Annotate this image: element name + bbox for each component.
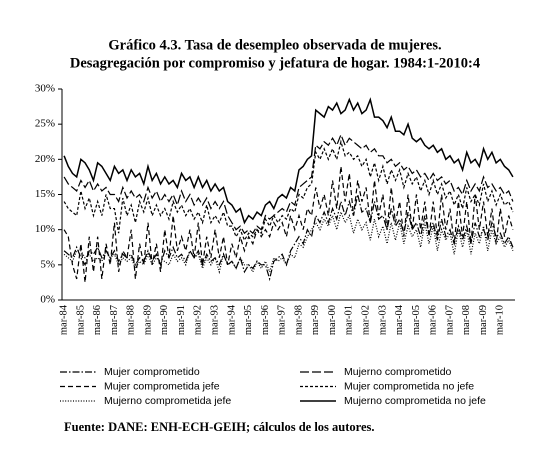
- x-tick-label: mar-92: [193, 305, 204, 335]
- y-tick-label: 30%: [35, 83, 55, 95]
- x-tick-label: mar-89: [142, 305, 153, 335]
- legend-label: Mujer comprometida jefe: [104, 380, 220, 392]
- series-line: [63, 210, 514, 275]
- series-line: [63, 97, 514, 225]
- chart-title: Gráfico 4.3. Tasa de desempleo observada…: [108, 37, 441, 53]
- x-tick-label: mar-03: [377, 305, 388, 335]
- legend-label: Mujerno comprometida no jefe: [344, 395, 486, 407]
- series-line: [63, 194, 514, 282]
- x-tick-label: mar-91: [176, 305, 187, 335]
- x-tick-label: mar-04: [394, 304, 405, 335]
- y-tick-label: 25%: [35, 118, 55, 130]
- x-tick-label: mar-00: [327, 305, 338, 335]
- x-tick-label: mar-10: [495, 305, 506, 335]
- source-note: Fuente: DANE: ENH-ECH-GEIH; cálculos de …: [64, 420, 375, 434]
- x-tick-label: mar-94: [226, 304, 237, 335]
- series-line: [63, 133, 514, 235]
- x-tick-label: mar-05: [411, 305, 422, 335]
- x-tick-label: mar-85: [75, 305, 86, 335]
- legend-label: Mujerno comprometida jefe: [104, 395, 231, 407]
- x-tick-label: mar-96: [260, 305, 271, 335]
- x-tick-label: mar-98: [293, 305, 304, 335]
- x-tick-label: mar-09: [478, 305, 489, 335]
- x-tick-label: mar-84: [59, 304, 70, 335]
- x-tick-label: mar-88: [126, 305, 137, 335]
- x-tick-label: mar-97: [277, 305, 288, 335]
- x-tick-label: mar-99: [310, 305, 321, 335]
- legend-label: Mujerno comprometido: [344, 366, 452, 378]
- x-tick-label: mar-86: [92, 305, 103, 335]
- chart-subtitle: Desagregación por compromiso y jefatura …: [70, 55, 480, 71]
- y-tick-label: 0%: [40, 294, 55, 306]
- x-tick-label: mar-95: [243, 305, 254, 335]
- x-tick-label: mar-90: [159, 305, 170, 335]
- y-tick-label: 20%: [35, 153, 55, 165]
- x-tick-label: mar-87: [109, 305, 120, 335]
- x-tick-label: mar-02: [361, 305, 372, 335]
- y-tick-label: 10%: [35, 223, 55, 235]
- series-line: [63, 166, 514, 283]
- x-tick-label: mar-06: [428, 305, 439, 335]
- x-tick-label: mar-93: [210, 305, 221, 335]
- x-tick-label: mar-01: [344, 305, 355, 335]
- y-tick-label: 5%: [40, 258, 55, 270]
- x-tick-label: mar-08: [461, 305, 472, 335]
- x-tick-label: mar-07: [444, 305, 455, 335]
- legend-label: Mujer comprometido: [104, 366, 200, 378]
- y-tick-label: 15%: [35, 188, 55, 200]
- legend-label: Mujer comprometida no jefe: [344, 380, 474, 392]
- series-line: [63, 139, 514, 242]
